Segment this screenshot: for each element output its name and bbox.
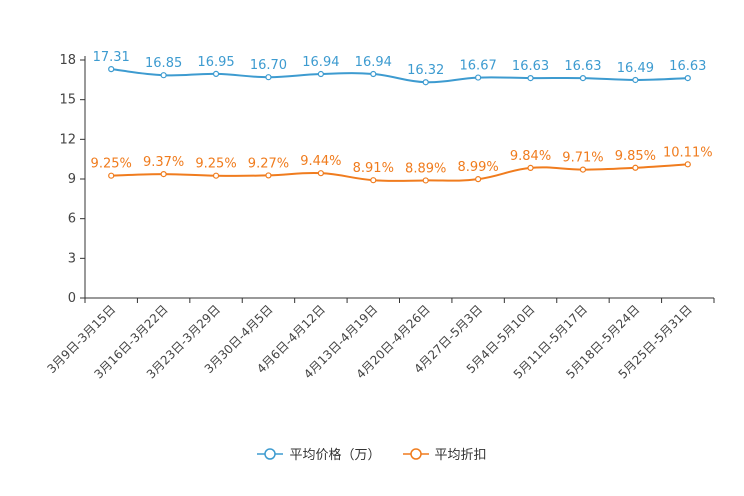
data-point-1-6[interactable] bbox=[422, 177, 429, 184]
data-point-0-2[interactable] bbox=[212, 70, 220, 77]
y-tick-label-5: 15 bbox=[59, 93, 76, 108]
data-label-1-8: 9.84% bbox=[510, 149, 551, 164]
data-label-0-5: 16.94 bbox=[355, 55, 392, 70]
legend-marker-discount-icon bbox=[402, 447, 429, 460]
data-point-0-7[interactable] bbox=[475, 74, 482, 81]
data-point-1-5[interactable] bbox=[370, 177, 377, 184]
data-point-1-7[interactable] bbox=[475, 176, 482, 183]
data-label-0-4: 16.94 bbox=[302, 55, 339, 70]
data-point-0-11[interactable] bbox=[684, 75, 691, 82]
data-point-1-3[interactable] bbox=[265, 172, 272, 179]
y-tick-label-6: 18 bbox=[59, 53, 76, 68]
legend-label-price: 平均价格（万） bbox=[289, 448, 381, 463]
data-label-1-1: 9.37% bbox=[143, 155, 184, 170]
data-label-0-9: 16.63 bbox=[564, 59, 601, 74]
data-point-1-10[interactable] bbox=[632, 164, 639, 171]
data-point-0-4[interactable] bbox=[317, 70, 324, 78]
legend: 平均价格（万） 平均折扣 bbox=[0, 444, 744, 463]
legend-label-discount: 平均折扣 bbox=[434, 448, 487, 463]
y-tick-label-1: 3 bbox=[68, 251, 76, 266]
data-point-0-5[interactable] bbox=[370, 70, 377, 78]
data-point-1-9[interactable] bbox=[579, 166, 587, 173]
data-label-0-8: 16.63 bbox=[512, 59, 549, 74]
y-tick-label-2: 6 bbox=[68, 212, 76, 227]
data-label-1-2: 9.25% bbox=[195, 157, 236, 172]
data-label-1-11: 10.11% bbox=[663, 145, 713, 160]
data-label-1-6: 8.89% bbox=[405, 161, 446, 176]
legend-marker-price-icon bbox=[257, 447, 284, 460]
data-label-0-7: 16.67 bbox=[460, 59, 497, 74]
data-point-1-1[interactable] bbox=[160, 171, 167, 178]
data-label-1-3: 9.27% bbox=[248, 156, 289, 171]
y-tick-label-4: 12 bbox=[59, 132, 76, 147]
data-label-0-11: 16.63 bbox=[669, 59, 706, 74]
data-point-1-0[interactable] bbox=[108, 172, 115, 179]
data-label-0-1: 16.85 bbox=[145, 56, 182, 71]
data-point-0-9[interactable] bbox=[579, 75, 587, 82]
data-point-0-0[interactable] bbox=[108, 66, 115, 73]
data-point-1-11[interactable] bbox=[684, 161, 691, 168]
data-point-0-1[interactable] bbox=[160, 72, 167, 79]
data-label-0-3: 16.70 bbox=[250, 58, 287, 73]
data-point-0-3[interactable] bbox=[265, 74, 272, 81]
data-label-1-0: 9.25% bbox=[91, 157, 132, 172]
data-label-1-4: 9.44% bbox=[300, 154, 341, 169]
series-line-0 bbox=[111, 68, 688, 84]
data-label-0-0: 17.31 bbox=[93, 50, 130, 65]
data-point-1-8[interactable] bbox=[527, 164, 534, 171]
data-label-0-2: 16.95 bbox=[197, 55, 234, 70]
series-line-1 bbox=[111, 163, 688, 182]
y-tick-label-3: 9 bbox=[68, 172, 76, 187]
data-point-0-8[interactable] bbox=[527, 75, 534, 82]
data-label-0-10: 16.49 bbox=[617, 61, 654, 76]
data-label-0-6: 16.32 bbox=[407, 63, 444, 78]
data-point-0-10[interactable] bbox=[632, 76, 639, 84]
y-tick-label-0: 0 bbox=[68, 291, 76, 306]
data-label-1-7: 8.99% bbox=[457, 160, 498, 175]
legend-item-discount[interactable]: 平均折扣 bbox=[402, 444, 487, 463]
legend-item-price[interactable]: 平均价格（万） bbox=[257, 444, 381, 463]
data-label-1-5: 8.91% bbox=[353, 161, 394, 176]
data-point-0-6[interactable] bbox=[422, 79, 429, 86]
data-point-1-4[interactable] bbox=[317, 170, 324, 177]
data-point-1-2[interactable] bbox=[212, 172, 220, 179]
data-label-1-10: 9.85% bbox=[615, 149, 656, 164]
data-label-1-9: 9.71% bbox=[562, 151, 603, 166]
